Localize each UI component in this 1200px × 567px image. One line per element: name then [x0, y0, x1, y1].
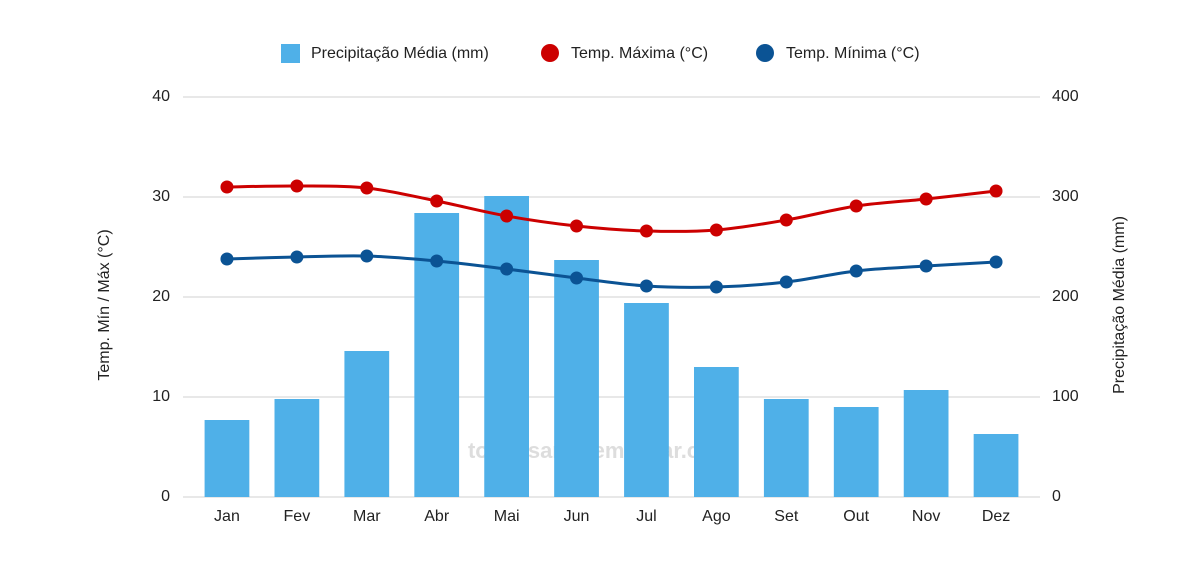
point — [430, 194, 444, 208]
bar — [274, 399, 320, 497]
point — [570, 219, 584, 233]
point — [500, 262, 514, 276]
x-tick-label: Abr — [424, 508, 450, 525]
legend-item: Temp. Mínima (°C) — [756, 44, 920, 62]
point — [919, 192, 933, 206]
point — [360, 181, 374, 195]
legend-item: Precipitação Média (mm) — [281, 44, 489, 63]
point — [989, 184, 1003, 198]
y-tick-label: 30 — [152, 188, 170, 205]
x-tick-label: Out — [843, 508, 869, 525]
x-tick-label: Jan — [214, 508, 240, 525]
x-tick-label: Ago — [702, 508, 731, 525]
y-tick-label: 20 — [152, 288, 170, 305]
line — [226, 254, 997, 289]
x-tick-label: Jun — [564, 508, 590, 525]
bar — [204, 420, 250, 497]
point — [639, 279, 653, 293]
y2-tick-label: 200 — [1052, 288, 1079, 305]
legend-swatch — [541, 44, 559, 62]
point — [500, 209, 514, 223]
point — [779, 275, 793, 289]
point — [430, 254, 444, 268]
x-tick-label: Jul — [636, 508, 656, 525]
bar — [344, 351, 390, 497]
point — [709, 280, 723, 294]
y2-tick-label: 100 — [1052, 388, 1079, 405]
point — [290, 250, 304, 264]
legend-label: Temp. Máxima (°C) — [571, 45, 708, 62]
point — [989, 255, 1003, 269]
point — [570, 271, 584, 285]
point — [220, 180, 234, 194]
point — [849, 264, 863, 278]
legend-swatch — [281, 44, 300, 63]
y-tick-label: 0 — [161, 488, 170, 505]
bar — [484, 196, 529, 497]
point — [779, 213, 793, 227]
x-tick-label: Set — [774, 508, 799, 525]
bar — [973, 434, 1019, 497]
y2-tick-label: 300 — [1052, 188, 1079, 205]
point — [360, 249, 374, 263]
bar — [624, 303, 669, 497]
x-tick-label: Nov — [912, 508, 940, 525]
bar — [903, 390, 949, 497]
bar — [554, 260, 599, 497]
point — [639, 224, 653, 238]
x-tick-label: Fev — [284, 508, 311, 525]
point — [849, 199, 863, 213]
x-tick-label: Mai — [494, 508, 520, 525]
point — [290, 179, 304, 193]
x-tick-label: Mar — [353, 508, 381, 525]
point — [919, 259, 933, 273]
y-tick-label: 10 — [152, 388, 170, 405]
y2-axis-title: Precipitação Média (mm) — [1111, 216, 1128, 394]
legend-label: Temp. Mínima (°C) — [786, 45, 920, 62]
line — [226, 184, 997, 233]
y2-tick-label: 0 — [1052, 488, 1061, 505]
legend-swatch — [756, 44, 774, 62]
y-axis-title: Temp. Mín / Máx (°C) — [96, 229, 113, 380]
bar — [694, 367, 739, 497]
legend-item: Temp. Máxima (°C) — [541, 44, 708, 62]
bar — [833, 407, 879, 497]
point — [709, 223, 723, 237]
point — [220, 252, 234, 266]
legend-label: Precipitação Média (mm) — [311, 45, 489, 62]
bar — [763, 399, 809, 497]
x-tick-label: Dez — [982, 508, 1010, 525]
y-tick-label: 40 — [152, 88, 170, 105]
y2-tick-label: 400 — [1052, 88, 1079, 105]
